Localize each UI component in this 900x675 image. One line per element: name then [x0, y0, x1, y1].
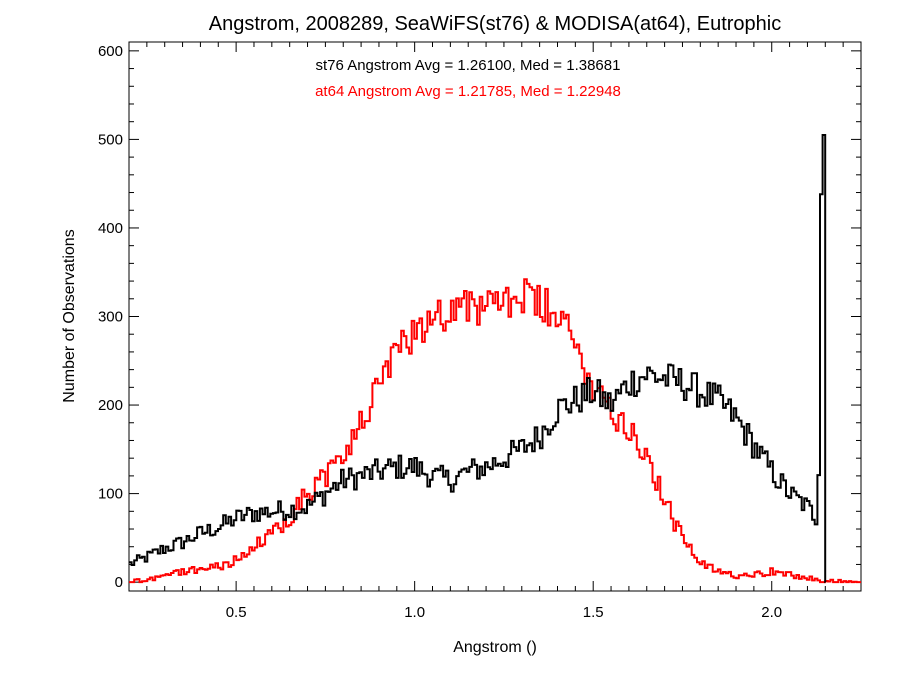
x-tick-label: 1.5	[583, 604, 604, 621]
y-tick-label: 400	[98, 220, 123, 237]
at64-stats-annotation: at64 Angstrom Avg = 1.21785, Med = 1.229…	[315, 83, 621, 100]
axis-ticks: 0.5 1.0 1.5 2.0 0 100 200 300 400 500 600	[98, 42, 862, 621]
chart-title: Angstrom, 2008289, SeaWiFS(st76) & MODIS…	[209, 13, 781, 35]
x-tick-label: 0.5	[226, 604, 247, 621]
st76-stats-annotation: st76 Angstrom Avg = 1.26100, Med = 1.386…	[316, 57, 621, 74]
y-tick-label: 500	[98, 131, 123, 148]
y-axis-label: Number of Observations	[61, 229, 78, 402]
x-tick-label: 1.0	[404, 604, 425, 621]
y-tick-label: 100	[98, 486, 123, 503]
y-tick-label: 300	[98, 309, 123, 326]
x-axis-label: Angstrom ()	[453, 639, 537, 656]
st76-histogram-line	[129, 134, 827, 584]
series-layer	[129, 134, 861, 584]
plot-frame	[128, 41, 862, 592]
y-tick-label: 200	[98, 397, 123, 414]
x-tick-label: 2.0	[761, 604, 782, 621]
at64-histogram-line	[129, 278, 861, 584]
y-tick-label: 0	[115, 574, 123, 591]
y-tick-label: 600	[98, 43, 123, 60]
